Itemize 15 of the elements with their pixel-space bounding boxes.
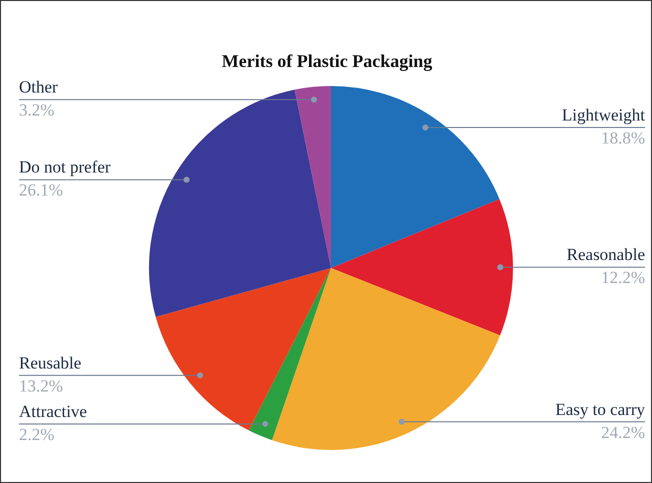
data-label: 3.2% [19, 100, 54, 120]
data-label: 2.2% [19, 424, 54, 444]
data-label: 18.8% [601, 128, 645, 148]
data-label: 26.1% [19, 180, 63, 200]
slice-label: Reasonable [566, 245, 645, 264]
chart-title: Merits of Plastic Packaging [222, 51, 432, 71]
data-label: 13.2% [19, 376, 63, 396]
data-label: 24.2% [601, 422, 645, 442]
slice-label: Attractive [19, 402, 87, 421]
slice-label: Lightweight [562, 105, 646, 124]
slice-label: Easy to carry [555, 400, 646, 419]
slice-label: Other [19, 78, 58, 97]
slice-label: Reusable [19, 353, 82, 372]
data-label: 12.2% [601, 268, 645, 288]
slice-label: Do not prefer [19, 158, 111, 177]
